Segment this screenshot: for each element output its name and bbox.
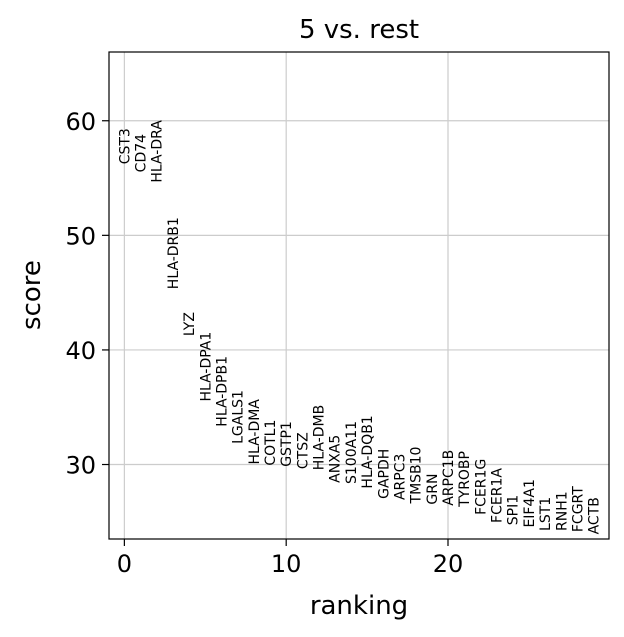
y-axis-ticks: 30 40 50 60 <box>65 108 109 480</box>
grid-lines <box>109 52 609 539</box>
gene-label: S100A11 <box>344 421 360 484</box>
gene-label: HLA-DMB <box>312 405 328 470</box>
plot-frame <box>108 51 610 540</box>
gene-label: FCGRT <box>570 486 586 532</box>
gene-label: COTL1 <box>263 420 279 466</box>
gene-label: HLA-DRB1 <box>166 217 182 289</box>
gene-label: EIF4A1 <box>522 479 538 527</box>
y-tick-label: 50 <box>65 222 96 250</box>
gene-label: GRN <box>425 474 441 505</box>
gene-label: CD74 <box>134 134 150 172</box>
gene-label: TMSB10 <box>409 447 425 505</box>
gene-label: HLA-DRA <box>150 120 166 183</box>
gene-label: LYZ <box>182 312 198 336</box>
gene-label: HLA-DPA1 <box>198 332 214 402</box>
gene-label: SPI1 <box>506 495 522 525</box>
x-tick-label: 0 <box>117 550 132 578</box>
gene-label: FCER1A <box>490 468 506 523</box>
gene-label: GAPDH <box>376 449 392 499</box>
x-axis-label: ranking <box>310 591 408 621</box>
gene-label: HLA-DQB1 <box>360 415 376 488</box>
x-tick-label: 20 <box>433 550 464 578</box>
gene-label: ARPC1B <box>441 450 457 506</box>
gene-label: ARPC3 <box>392 454 408 500</box>
x-axis-ticks: 0 10 20 <box>117 539 464 578</box>
gene-label: GSTP1 <box>279 421 295 467</box>
gene-label: LGALS1 <box>231 390 247 444</box>
x-tick-label: 10 <box>271 550 302 578</box>
gene-label: CST3 <box>117 128 133 164</box>
y-axis-label: score <box>17 260 47 330</box>
y-tick-label: 40 <box>65 337 96 365</box>
gene-label: ANXA5 <box>328 435 344 483</box>
gene-label: HLA-DMA <box>247 399 263 465</box>
gene-label: CTSZ <box>295 432 311 469</box>
gene-label: TYROBP <box>457 451 473 508</box>
gene-label: FCER1G <box>473 459 489 515</box>
gene-label: RNH1 <box>554 491 570 531</box>
y-tick-label: 60 <box>65 108 96 136</box>
gene-label: HLA-DPB1 <box>214 356 230 427</box>
y-tick-label: 30 <box>65 452 96 480</box>
gene-label: LST1 <box>538 497 554 531</box>
chart-title: 5 vs. rest <box>299 15 419 45</box>
gene-label: ACTB <box>587 497 603 534</box>
